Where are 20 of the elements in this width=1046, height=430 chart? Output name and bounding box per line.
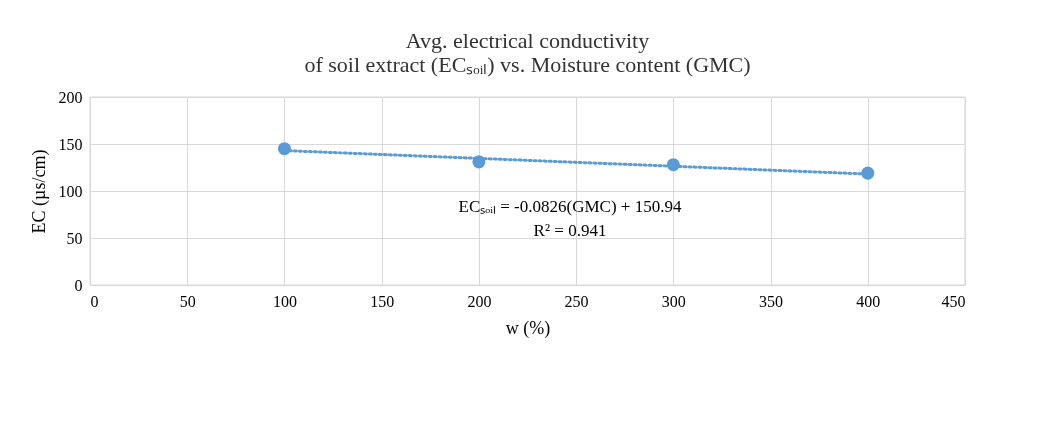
x-tick-label: 0 — [90, 292, 99, 310]
x-tick-label: 50 — [179, 292, 196, 310]
x-tick-label: 250 — [564, 292, 589, 310]
x-tick-label: 450 — [941, 292, 966, 310]
x-tick-label: 100 — [272, 292, 297, 310]
x-tick-label: 300 — [661, 292, 686, 310]
y-tick-label: 200 — [58, 88, 83, 106]
y-tick-label: 100 — [58, 182, 83, 200]
chart-title: Avg. electrical conductivity of soil extract (ECₛₒᵢₗ) vs. Moisture content (GMC) — [304, 28, 751, 77]
y-tick-label: 150 — [58, 135, 83, 153]
annotation: R² = 0.941 — [533, 221, 607, 240]
x-tick-label: 200 — [467, 292, 492, 310]
y-tick-label: 0 — [74, 276, 83, 294]
x-tick-label: 400 — [856, 292, 881, 310]
y-axis-title: EC (µs/cm) — [28, 149, 50, 234]
x-tick-label: 350 — [759, 292, 784, 310]
x-tick-label: 150 — [370, 292, 395, 310]
annotation: ECₛₒᵢₗ = -0.0826(GMC) + 150.94 — [458, 197, 682, 216]
y-tick-label: 50 — [66, 229, 83, 247]
x-axis-title: w (%) — [505, 317, 551, 339]
